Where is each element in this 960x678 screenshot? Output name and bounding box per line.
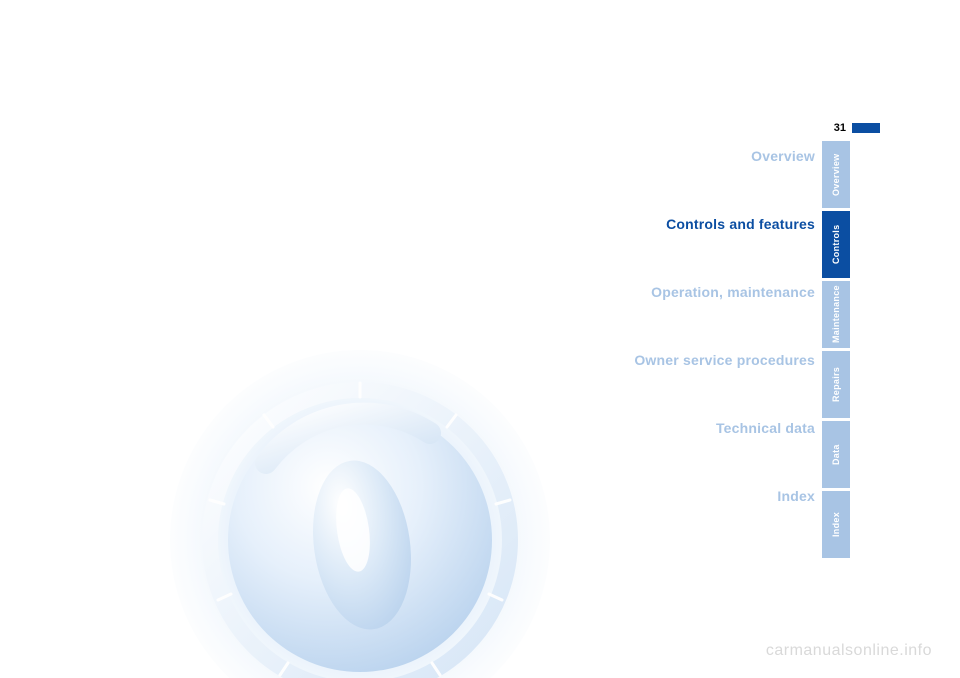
page-number: 31 [834,122,846,134]
dial-illustration [170,345,550,678]
manual-page: 31 Overview Controls and features Operat… [0,0,960,678]
tab-controls[interactable]: Controls [822,211,850,278]
dial-icon [170,345,550,678]
watermark-text: carmanualsonline.info [766,642,932,660]
section-overview[interactable]: Overview [751,148,815,164]
section-operation-maintenance[interactable]: Operation, maintenance [651,284,815,300]
tab-index[interactable]: Index [822,491,850,558]
tab-data[interactable]: Data [822,421,850,488]
tab-maintenance[interactable]: Maintenance [822,281,850,348]
tab-overview[interactable]: Overview [822,141,850,208]
page-number-bar [852,123,880,133]
section-controls-and-features[interactable]: Controls and features [666,216,815,232]
section-owner-service-procedures[interactable]: Owner service procedures [634,352,815,368]
page-number-row: 31 [0,122,880,134]
section-index[interactable]: Index [777,488,815,504]
side-tabs: Overview Controls Maintenance Repairs Da… [822,141,850,558]
tab-repairs[interactable]: Repairs [822,351,850,418]
section-technical-data[interactable]: Technical data [716,420,815,436]
